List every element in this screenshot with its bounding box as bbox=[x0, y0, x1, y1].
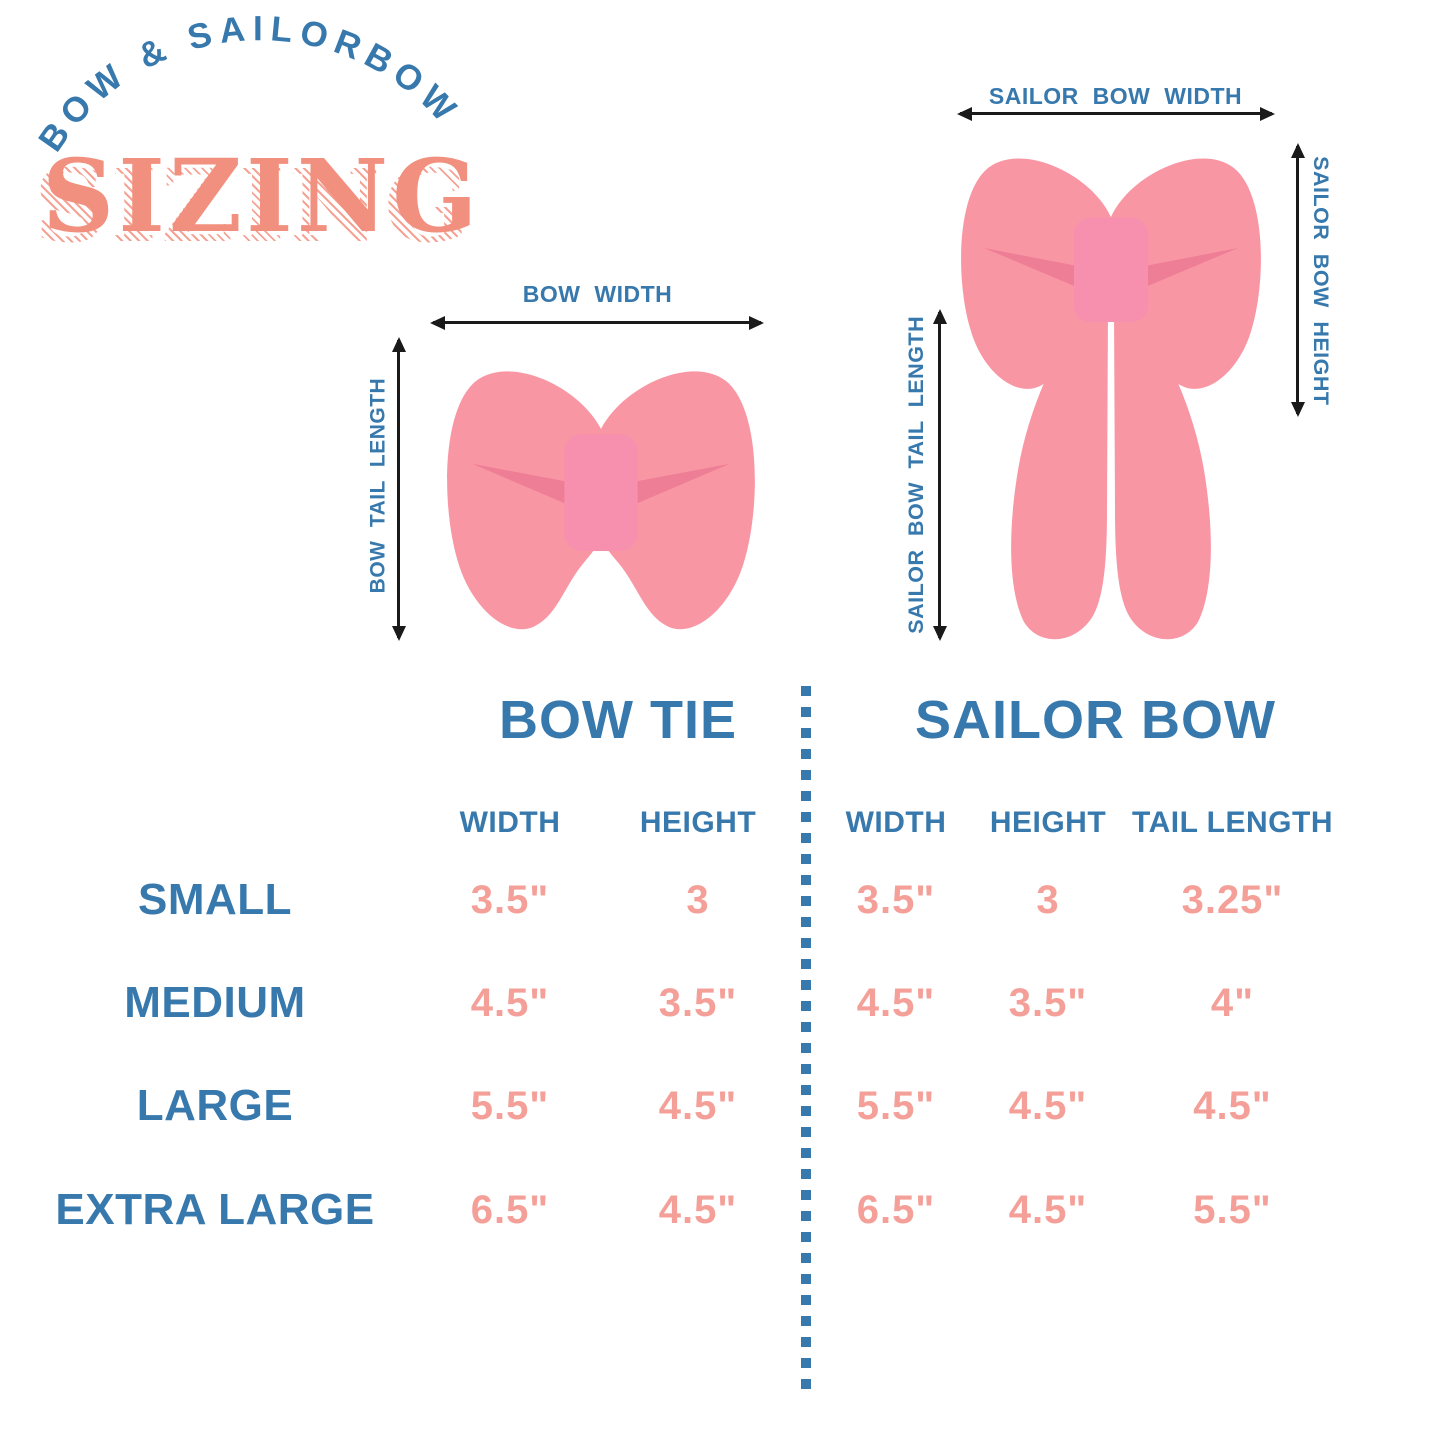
bow-tie-illustration bbox=[447, 371, 755, 630]
value-cell: 5.5" bbox=[856, 1083, 936, 1128]
sailor-bow-tail-length-label: SAILOR BOW TAIL LENGTH bbox=[904, 315, 929, 634]
value-cell: 4.5" bbox=[470, 980, 550, 1025]
sailor-left-crease bbox=[984, 248, 1098, 296]
sailor-bow-width-header: WIDTH bbox=[845, 806, 947, 839]
size-label-large: LARGE bbox=[136, 1081, 294, 1130]
sailor-right-tail bbox=[1114, 295, 1211, 640]
bow-tie-width-header: WIDTH bbox=[459, 806, 561, 839]
dotted-divider bbox=[801, 686, 811, 1400]
page-title-shadow: SIZING bbox=[34, 147, 474, 265]
bow-width-arrow-icon bbox=[433, 321, 761, 324]
sailor-bow-tail-header: TAIL LENGTH bbox=[1131, 806, 1334, 839]
value-cell: 3.5" bbox=[1008, 980, 1088, 1025]
value-cell: 3.5" bbox=[470, 877, 550, 922]
bow-tail-length-label: BOW TAIL LENGTH bbox=[366, 377, 390, 594]
sailor-right-loop bbox=[1108, 158, 1261, 389]
value-cell: 4.5" bbox=[658, 1187, 738, 1232]
bow-right-loop bbox=[596, 371, 755, 630]
sailor-bow-height-header: HEIGHT bbox=[989, 806, 1107, 839]
bow-tail-length-arrow-icon bbox=[397, 340, 400, 638]
table-row: LARGE 5.5" 4.5" 5.5" 4.5" 4.5" bbox=[0, 1075, 1445, 1137]
sailor-bow-tail-length-arrow-icon bbox=[938, 312, 941, 638]
page-title-text: SIZING bbox=[42, 137, 482, 255]
value-cell: 3.5" bbox=[658, 980, 738, 1025]
page-title: SIZING SIZING bbox=[34, 137, 542, 266]
bow-width-label: BOW WIDTH bbox=[522, 281, 673, 307]
sailor-bow-width-arrow-icon bbox=[960, 112, 1272, 115]
value-cell: 5.5" bbox=[470, 1083, 550, 1128]
bow-left-loop bbox=[447, 371, 606, 630]
value-cell: 4.5" bbox=[658, 1083, 738, 1128]
value-cell: 6.5" bbox=[856, 1187, 936, 1232]
value-cell: 3 bbox=[1036, 877, 1060, 922]
value-cell: 4.5" bbox=[856, 980, 936, 1025]
size-label-small: SMALL bbox=[137, 875, 293, 924]
table-row: EXTRA LARGE 6.5" 4.5" 6.5" 4.5" 5.5" bbox=[0, 1179, 1445, 1241]
sailor-knot bbox=[1074, 218, 1148, 322]
arc-title: BOW & SAILORBOW bbox=[35, 9, 462, 158]
sailor-bow-section-title: SAILOR BOW bbox=[915, 690, 1276, 750]
size-label-extra-large: EXTRA LARGE bbox=[55, 1185, 375, 1234]
table-title-row: BOW TIE SAILOR BOW bbox=[0, 688, 1445, 752]
sailor-bow-height-arrow-icon bbox=[1296, 146, 1299, 414]
sailor-bow-width-label: SAILOR BOW WIDTH bbox=[988, 83, 1243, 109]
value-cell: 4" bbox=[1210, 980, 1255, 1025]
sailor-left-tail bbox=[1011, 295, 1108, 640]
table-header-row: WIDTH HEIGHT WIDTH HEIGHT TAIL LENGTH bbox=[0, 792, 1445, 854]
bow-tie-section-title: BOW TIE bbox=[499, 690, 737, 750]
size-label-medium: MEDIUM bbox=[124, 978, 306, 1027]
value-cell: 5.5" bbox=[1193, 1187, 1272, 1232]
bow-tie-height-header: HEIGHT bbox=[639, 806, 757, 839]
bow-knot bbox=[564, 434, 638, 551]
value-cell: 4.5" bbox=[1008, 1083, 1088, 1128]
table-row: MEDIUM 4.5" 3.5" 4.5" 3.5" 4" bbox=[0, 972, 1445, 1034]
value-cell: 3 bbox=[686, 877, 710, 922]
sailor-bow-height-label: SAILOR BOW HEIGHT bbox=[1308, 156, 1333, 406]
value-cell: 6.5" bbox=[470, 1187, 550, 1232]
sailor-bow-illustration bbox=[961, 158, 1261, 640]
value-cell: 3.25" bbox=[1181, 877, 1284, 922]
sailor-right-crease bbox=[1124, 248, 1238, 296]
value-cell: 4.5" bbox=[1008, 1187, 1088, 1232]
sailor-left-loop bbox=[961, 158, 1114, 389]
value-cell: 4.5" bbox=[1193, 1083, 1272, 1128]
table-row: SMALL 3.5" 3 3.5" 3 3.25" bbox=[0, 869, 1445, 931]
value-cell: 3.5" bbox=[856, 877, 936, 922]
